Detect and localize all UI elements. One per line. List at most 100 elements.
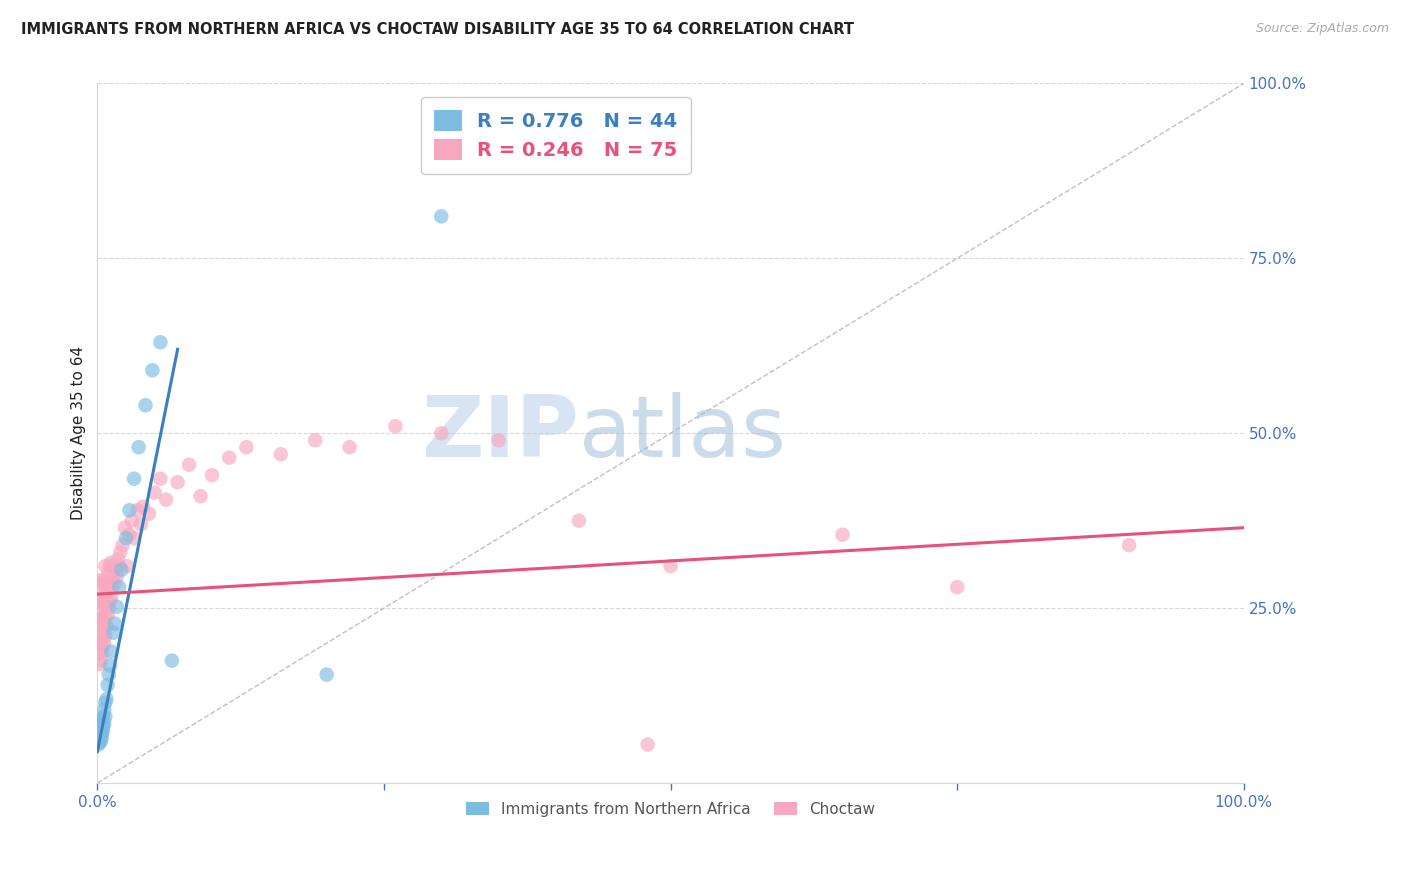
Y-axis label: Disability Age 35 to 64: Disability Age 35 to 64	[72, 346, 86, 520]
Point	[87, 647, 110, 661]
Point	[94, 587, 117, 601]
Point	[90, 716, 112, 731]
Point	[141, 363, 163, 377]
Point	[103, 569, 125, 583]
Point	[91, 722, 114, 736]
Point	[89, 735, 111, 749]
Point	[89, 732, 111, 747]
Point	[87, 731, 110, 745]
Point	[104, 563, 127, 577]
Point	[97, 601, 120, 615]
Point	[946, 580, 969, 594]
Point	[96, 692, 118, 706]
Point	[108, 559, 131, 574]
Point	[134, 398, 156, 412]
Point	[127, 503, 149, 517]
Point	[89, 636, 111, 650]
Point	[91, 647, 114, 661]
Point	[831, 527, 853, 541]
Point	[91, 605, 114, 619]
Point	[115, 531, 138, 545]
Point	[384, 419, 406, 434]
Point	[122, 472, 145, 486]
Point	[96, 618, 118, 632]
Point	[90, 725, 112, 739]
Point	[315, 667, 337, 681]
Point	[101, 580, 124, 594]
Point	[90, 734, 112, 748]
Legend: Immigrants from Northern Africa, Choctaw: Immigrants from Northern Africa, Choctaw	[458, 794, 883, 824]
Point	[97, 608, 120, 623]
Point	[93, 573, 115, 587]
Point	[91, 731, 114, 745]
Point	[568, 514, 591, 528]
Point	[132, 500, 155, 514]
Point	[97, 678, 120, 692]
Point	[177, 458, 200, 472]
Point	[118, 503, 141, 517]
Point	[103, 625, 125, 640]
Point	[166, 475, 188, 490]
Point	[98, 594, 121, 608]
Point	[94, 608, 117, 623]
Point	[87, 734, 110, 748]
Point	[91, 583, 114, 598]
Point	[110, 563, 132, 577]
Point	[118, 527, 141, 541]
Point	[107, 552, 129, 566]
Point	[270, 447, 292, 461]
Point	[97, 566, 120, 581]
Point	[100, 591, 122, 605]
Point	[94, 629, 117, 643]
Point	[89, 615, 111, 629]
Point	[91, 598, 114, 612]
Point	[105, 599, 128, 614]
Point	[201, 468, 224, 483]
Point	[93, 615, 115, 629]
Point	[90, 612, 112, 626]
Point	[108, 580, 131, 594]
Point	[430, 210, 453, 224]
Point	[218, 450, 240, 465]
Point	[94, 559, 117, 574]
Text: Source: ZipAtlas.com: Source: ZipAtlas.com	[1256, 22, 1389, 36]
Point	[90, 594, 112, 608]
Point	[94, 709, 117, 723]
Point	[128, 440, 150, 454]
Point	[110, 545, 132, 559]
Point	[91, 640, 114, 654]
Point	[149, 472, 172, 486]
Point	[93, 636, 115, 650]
Point	[111, 538, 134, 552]
Point	[98, 658, 121, 673]
Point	[90, 729, 112, 743]
Point	[91, 723, 114, 738]
Point	[87, 738, 110, 752]
Point	[97, 580, 120, 594]
Point	[138, 507, 160, 521]
Point	[115, 559, 138, 574]
Point	[93, 702, 115, 716]
Point	[235, 440, 257, 454]
Point	[91, 713, 114, 727]
Point	[160, 654, 183, 668]
Point	[87, 727, 110, 741]
Point	[90, 654, 112, 668]
Point	[304, 434, 326, 448]
Point	[1118, 538, 1140, 552]
Text: IMMIGRANTS FROM NORTHERN AFRICA VS CHOCTAW DISABILITY AGE 35 TO 64 CORRELATION C: IMMIGRANTS FROM NORTHERN AFRICA VS CHOCT…	[21, 22, 853, 37]
Point	[87, 625, 110, 640]
Point	[90, 720, 112, 734]
Point	[100, 556, 122, 570]
Point	[91, 576, 114, 591]
Point	[91, 709, 114, 723]
Point	[339, 440, 361, 454]
Point	[143, 485, 166, 500]
Point	[114, 521, 136, 535]
Point	[103, 616, 125, 631]
Text: atlas: atlas	[579, 392, 787, 475]
Point	[100, 644, 122, 658]
Point	[89, 723, 111, 738]
Point	[89, 729, 111, 743]
Point	[96, 591, 118, 605]
